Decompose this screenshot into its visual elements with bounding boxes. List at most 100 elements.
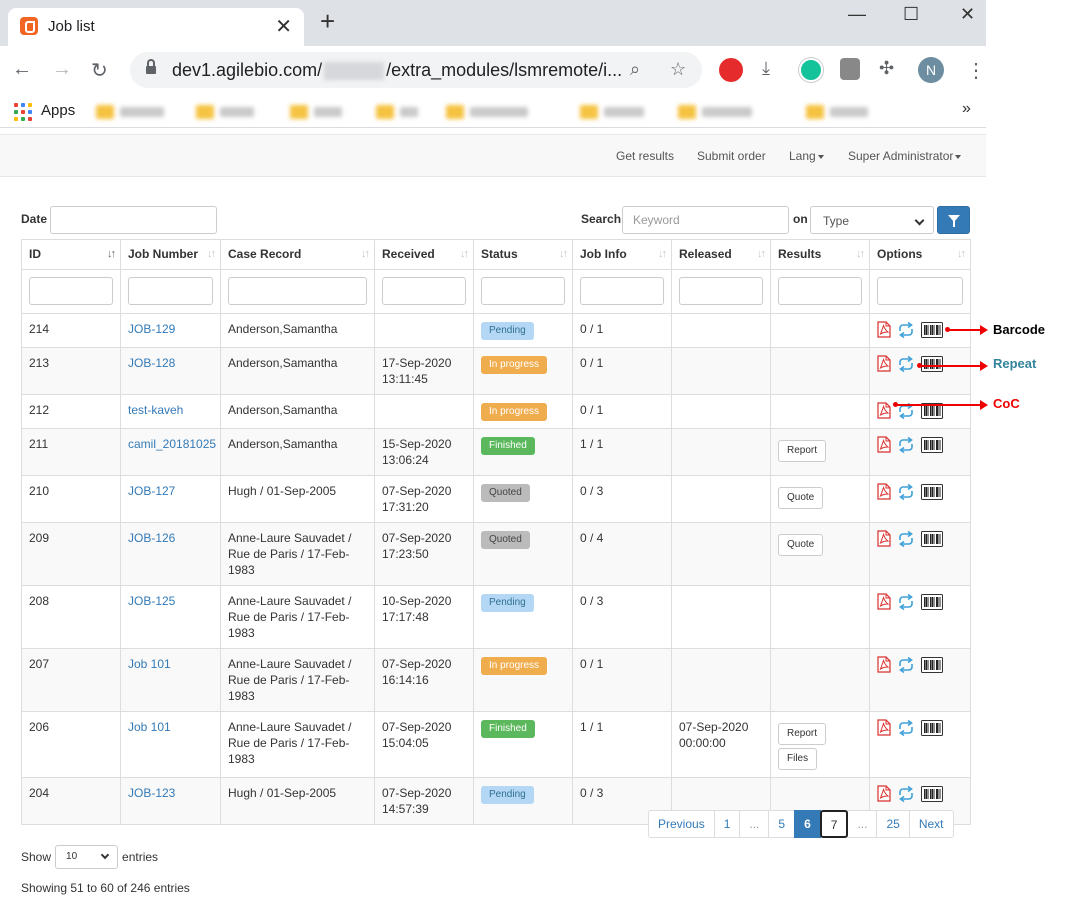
column-header[interactable]: ID ↓↑ bbox=[21, 239, 121, 270]
barcode-icon[interactable] bbox=[921, 785, 943, 802]
grammarly-icon[interactable] bbox=[799, 58, 823, 82]
apps-label[interactable]: Apps bbox=[41, 102, 76, 119]
bookmark-folder[interactable] bbox=[678, 103, 752, 121]
job-number-link[interactable]: camil_20181025 bbox=[128, 437, 217, 451]
bookmark-folder[interactable] bbox=[376, 103, 418, 121]
close-tab-icon[interactable]: ✕ bbox=[275, 16, 292, 38]
repeat-icon[interactable] bbox=[897, 483, 915, 500]
repeat-icon[interactable] bbox=[897, 436, 915, 453]
column-filter-input[interactable] bbox=[128, 277, 213, 305]
job-number-link[interactable]: Job 101 bbox=[128, 657, 171, 671]
barcode-icon[interactable] bbox=[921, 355, 943, 372]
pdf-icon[interactable] bbox=[877, 436, 891, 453]
new-tab-icon[interactable]: + bbox=[320, 6, 336, 36]
column-filter-input[interactable] bbox=[29, 277, 113, 305]
column-header[interactable]: Case Record ↓↑ bbox=[220, 239, 375, 270]
maximize-icon[interactable]: ☐ bbox=[903, 4, 920, 24]
barcode-icon[interactable] bbox=[921, 483, 943, 500]
nav-get-results[interactable]: Get results bbox=[616, 149, 675, 163]
repeat-icon[interactable] bbox=[897, 785, 915, 802]
pdf-icon[interactable] bbox=[877, 593, 891, 610]
job-number-link[interactable]: JOB-128 bbox=[128, 356, 176, 370]
job-number-link[interactable]: JOB-125 bbox=[128, 594, 176, 608]
bookmark-folder[interactable] bbox=[290, 103, 342, 121]
shield-extension-icon[interactable] bbox=[840, 58, 860, 80]
barcode-icon[interactable] bbox=[921, 402, 943, 419]
pdf-icon[interactable] bbox=[877, 483, 891, 500]
pdf-icon[interactable] bbox=[877, 656, 891, 673]
repeat-icon[interactable] bbox=[897, 719, 915, 736]
forward-icon[interactable]: → bbox=[52, 58, 72, 80]
barcode-icon[interactable] bbox=[921, 530, 943, 547]
pdf-icon[interactable] bbox=[877, 530, 891, 547]
apps-grid-icon[interactable] bbox=[14, 103, 32, 121]
barcode-icon[interactable] bbox=[921, 436, 943, 453]
page-length-select[interactable]: 10 bbox=[55, 845, 119, 869]
reload-icon[interactable]: ↻ bbox=[91, 60, 108, 82]
adblock-icon[interactable] bbox=[719, 58, 743, 82]
job-number-link[interactable]: Job 101 bbox=[128, 720, 171, 734]
column-filter-input[interactable] bbox=[580, 277, 664, 305]
barcode-icon[interactable] bbox=[921, 593, 943, 610]
column-header[interactable]: Status ↓↑ bbox=[473, 239, 573, 270]
repeat-icon[interactable] bbox=[897, 530, 915, 547]
extensions-puzzle-icon[interactable]: ✣ bbox=[879, 58, 895, 78]
download-icon[interactable]: ⤓ bbox=[762, 58, 770, 78]
column-filter-input[interactable] bbox=[228, 277, 367, 305]
browser-tab[interactable]: Job list ✕ bbox=[8, 8, 304, 46]
column-header[interactable]: Results ↓↑ bbox=[770, 239, 870, 270]
repeat-icon[interactable] bbox=[897, 656, 915, 673]
bookmark-folder[interactable] bbox=[196, 103, 254, 121]
bookmark-folder[interactable] bbox=[446, 103, 528, 121]
bookmark-folder[interactable] bbox=[96, 103, 164, 121]
report-button[interactable]: Report bbox=[778, 440, 827, 462]
files-button[interactable]: Files bbox=[778, 748, 818, 770]
pdf-icon[interactable] bbox=[877, 719, 891, 736]
barcode-icon[interactable] bbox=[921, 321, 943, 338]
browser-menu-icon[interactable]: ⋮ bbox=[966, 60, 986, 82]
repeat-icon[interactable] bbox=[897, 321, 915, 338]
column-header[interactable]: Job Number ↓↑ bbox=[120, 239, 221, 270]
column-filter-input[interactable] bbox=[382, 277, 466, 305]
pdf-icon[interactable] bbox=[877, 402, 891, 419]
address-bar[interactable]: dev1.agilebio.com//extra_modules/lsmremo… bbox=[130, 52, 702, 88]
barcode-icon[interactable] bbox=[921, 719, 943, 736]
job-number-link[interactable]: test-kaveh bbox=[128, 403, 184, 417]
pagination-page[interactable]: 5 bbox=[768, 810, 796, 838]
pagination-previous[interactable]: Previous bbox=[648, 810, 715, 838]
quote-button[interactable]: Quote bbox=[778, 487, 824, 509]
profile-avatar[interactable]: N bbox=[918, 57, 944, 83]
pagination-page[interactable]: 7 bbox=[819, 810, 849, 838]
pdf-icon[interactable] bbox=[877, 321, 891, 338]
pagination-page[interactable]: 25 bbox=[876, 810, 910, 838]
close-window-icon[interactable]: ✕ bbox=[960, 4, 976, 24]
more-bookmarks-icon[interactable]: » bbox=[962, 100, 971, 117]
back-icon[interactable]: ← bbox=[12, 58, 32, 80]
bookmark-folder[interactable] bbox=[806, 103, 868, 121]
pagination-page[interactable]: 6 bbox=[794, 810, 821, 838]
type-select[interactable]: Type bbox=[810, 206, 934, 234]
column-filter-input[interactable] bbox=[778, 277, 862, 305]
job-number-link[interactable]: JOB-129 bbox=[128, 322, 176, 336]
column-filter-input[interactable] bbox=[481, 277, 565, 305]
column-header[interactable]: Options ↓↑ bbox=[869, 239, 971, 270]
bookmark-folder[interactable] bbox=[580, 103, 644, 121]
zoom-icon[interactable]: ⌕ bbox=[630, 59, 641, 79]
column-header[interactable]: Received ↓↑ bbox=[374, 239, 474, 270]
bookmark-star-icon[interactable]: ☆ bbox=[670, 59, 687, 79]
pagination-next[interactable]: Next bbox=[908, 810, 954, 838]
column-filter-input[interactable] bbox=[679, 277, 763, 305]
quote-button[interactable]: Quote bbox=[778, 534, 824, 556]
column-header[interactable]: Job Info ↓↑ bbox=[572, 239, 672, 270]
job-number-link[interactable]: JOB-127 bbox=[128, 484, 176, 498]
filter-button[interactable] bbox=[937, 206, 970, 234]
nav-user-dropdown[interactable]: Super Administrator bbox=[848, 149, 962, 163]
pagination-page[interactable]: 1 bbox=[713, 810, 741, 838]
column-header[interactable]: Released ↓↑ bbox=[671, 239, 771, 270]
job-number-link[interactable]: JOB-123 bbox=[128, 786, 176, 800]
date-input[interactable] bbox=[50, 206, 217, 234]
pdf-icon[interactable] bbox=[877, 785, 891, 802]
job-number-link[interactable]: JOB-126 bbox=[128, 531, 176, 545]
barcode-icon[interactable] bbox=[921, 656, 943, 673]
keyword-input[interactable] bbox=[622, 206, 789, 234]
